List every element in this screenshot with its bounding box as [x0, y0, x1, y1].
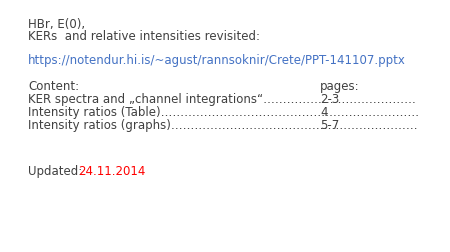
Text: 24.11.2014: 24.11.2014 [78, 164, 145, 177]
Text: Updated:: Updated: [28, 164, 86, 177]
Text: https://notendur.hi.is/~agust/rannsoknir/Crete/PPT-141107.pptx: https://notendur.hi.is/~agust/rannsoknir… [28, 54, 406, 67]
Text: 5-7: 5-7 [320, 118, 339, 132]
Text: Intensity ratios (Table)…………………………………………………………: Intensity ratios (Table)…………………………………………… [28, 106, 419, 118]
Text: KER spectra and „channel integrations“…………………………………: KER spectra and „channel integrations“……… [28, 93, 416, 106]
Text: pages:: pages: [320, 80, 360, 93]
Text: Content:: Content: [28, 80, 79, 93]
Text: HBr, E(0),: HBr, E(0), [28, 18, 85, 31]
Text: Intensity ratios (graphs)………………………………………………………: Intensity ratios (graphs)………………………………………… [28, 118, 418, 132]
Text: KERs  and relative intensities revisited:: KERs and relative intensities revisited: [28, 30, 260, 43]
Text: 2-3: 2-3 [320, 93, 339, 106]
Text: 4: 4 [320, 106, 328, 118]
